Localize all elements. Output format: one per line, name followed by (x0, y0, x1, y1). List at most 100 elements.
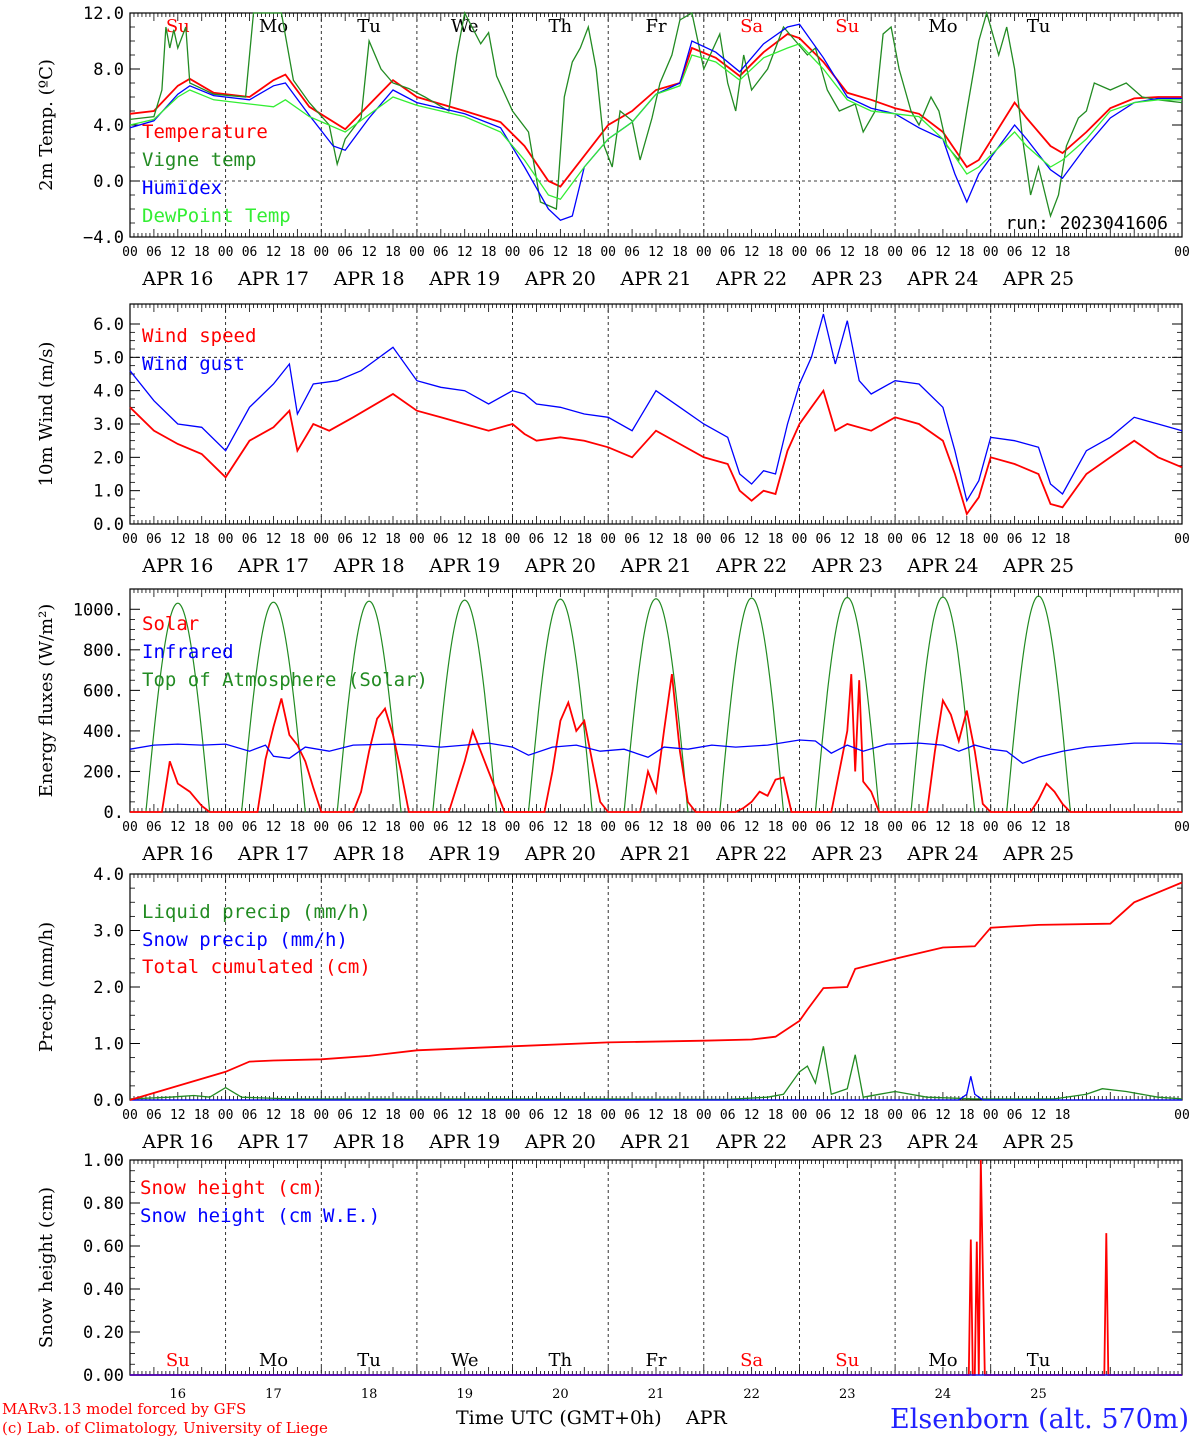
hour-tick-label: 12 (457, 245, 473, 260)
date-label: APR 19 (428, 1131, 500, 1153)
series-line-humidex (129, 23, 1182, 221)
hour-tick-label: 06 (911, 245, 927, 260)
hour-tick-label: 12 (839, 245, 855, 260)
hour-tick-label: 00 (600, 532, 616, 547)
chart-panel-5: 1.00 0.80 0.60 0.40 0.20 0.00 Snow height (cm)… (36, 1151, 1183, 1402)
hour-tick-label: 06 (337, 532, 353, 547)
hour-tick-label: 12 (744, 820, 760, 835)
plot-frame (129, 303, 1183, 525)
hour-tick-label: 18 (863, 1108, 879, 1123)
hour-tick-label: 18 (768, 532, 784, 547)
date-label: APR 19 (428, 268, 500, 290)
y-tick-label: 0. (104, 803, 124, 823)
hour-tick-label: 06 (433, 820, 449, 835)
date-label: APR 23 (811, 1131, 883, 1153)
station-name: Elsenborn (alt. 570m) (890, 1404, 1189, 1435)
hour-tick-label: 12 (1031, 1108, 1047, 1123)
chart-panel-2: 6.0 5.0 4.0 3.0 2.0 1.0 0.0 10m Wind (m/s) 00 06 1… (36, 303, 1190, 577)
hour-tick-label: 00 (218, 245, 234, 260)
hour-tick-label: 00 (1174, 245, 1190, 260)
legend-entry: Vigne temp (142, 149, 256, 171)
day-number: 16 (170, 1387, 187, 1402)
hour-tick-label: 18 (290, 245, 306, 260)
date-label: APR 22 (715, 1131, 787, 1153)
hour-tick-label: 12 (648, 820, 664, 835)
hour-tick-label: 06 (529, 820, 545, 835)
hour-tick-label: 00 (600, 245, 616, 260)
hour-tick-label: 12 (457, 532, 473, 547)
series-line-liquid-precip-mm-h- (129, 1046, 1183, 1101)
legend-entry: Wind speed (142, 325, 256, 347)
date-label: APR 18 (333, 1131, 405, 1153)
hour-tick-label: 00 (505, 820, 521, 835)
x-axis-month: APR (685, 1407, 728, 1429)
day-abbrev: Su (166, 1350, 190, 1371)
y-tick-label: 1.0 (93, 1035, 124, 1055)
hour-tick-label: 06 (337, 820, 353, 835)
hour-tick-label: 12 (170, 820, 186, 835)
y-axis-label: 10m Wind (m/s) (36, 342, 57, 487)
hour-tick-label: 06 (624, 820, 640, 835)
day-number: 21 (648, 1387, 665, 1402)
hour-tick-label: 00 (792, 245, 808, 260)
hour-tick-label: 06 (146, 245, 162, 260)
date-label: APR 24 (906, 1131, 978, 1153)
hour-tick-label: 18 (768, 245, 784, 260)
legend-entry: Liquid precip (mm/h) (142, 901, 371, 923)
series-line-dewpoint-temp (129, 43, 1182, 200)
hour-tick-label: 18 (959, 245, 975, 260)
hour-tick-label: 00 (505, 532, 521, 547)
y-axis-label: Precip (mm/h) (36, 922, 57, 1052)
hour-tick-label: 06 (720, 1108, 736, 1123)
y-tick-label: 1000. (73, 600, 124, 620)
day-abbrev: Tu (1027, 16, 1051, 37)
hour-tick-label: 00 (122, 532, 138, 547)
hour-tick-label: 06 (433, 532, 449, 547)
hour-tick-label: 18 (1055, 245, 1071, 260)
day-abbrev: We (451, 16, 479, 37)
hour-tick-label: 18 (863, 532, 879, 547)
hour-tick-label: 06 (1007, 245, 1023, 260)
hour-tick-label: 12 (170, 245, 186, 260)
hour-tick-label: 12 (744, 532, 760, 547)
day-number: 17 (265, 1387, 282, 1402)
date-label: APR 25 (1002, 843, 1074, 865)
y-tick-label: 200. (83, 762, 124, 782)
footer: MARv3.13 model forced by GFS (c) Lab. of… (2, 1400, 1189, 1437)
chart-panel-3: 1000. 800. 600. 400. 200. 0. Energy fluxes (W/… (36, 588, 1190, 865)
hour-tick-label: 18 (481, 532, 497, 547)
hour-tick-label: 00 (983, 820, 999, 835)
hour-tick-label: 00 (313, 820, 329, 835)
run-annotation: run: 2023041606 (1005, 213, 1168, 234)
y-tick-label: 3.0 (93, 415, 124, 435)
hour-tick-label: 00 (122, 820, 138, 835)
date-label: APR 24 (906, 555, 978, 577)
legend-entry: Wind gust (142, 353, 245, 375)
hour-tick-label: 12 (839, 820, 855, 835)
hour-tick-label: 18 (672, 245, 688, 260)
date-label: APR 20 (524, 555, 596, 577)
legend-entry: Solar (142, 613, 199, 635)
day-abbrev: Tu (357, 16, 381, 37)
day-number: 24 (935, 1387, 952, 1402)
day-number: 22 (743, 1387, 760, 1402)
hour-tick-label: 12 (170, 1108, 186, 1123)
hour-tick-label: 12 (457, 820, 473, 835)
day-number: 25 (1030, 1387, 1047, 1402)
hour-tick-label: 00 (792, 532, 808, 547)
hour-tick-label: 00 (983, 245, 999, 260)
hour-tick-label: 18 (863, 245, 879, 260)
date-label: APR 21 (619, 843, 691, 865)
y-tick-label: 2.0 (93, 978, 124, 998)
hour-tick-label: 00 (600, 820, 616, 835)
date-label: APR 23 (811, 268, 883, 290)
y-tick-label: 4.0 (93, 116, 124, 136)
hour-tick-label: 00 (409, 245, 425, 260)
hour-tick-label: 18 (385, 820, 401, 835)
hour-tick-label: 00 (122, 1108, 138, 1123)
date-label: APR 21 (619, 1131, 691, 1153)
day-abbrev: Fr (645, 16, 666, 37)
date-label: APR 22 (715, 555, 787, 577)
legend-entry: Infrared (142, 641, 234, 663)
